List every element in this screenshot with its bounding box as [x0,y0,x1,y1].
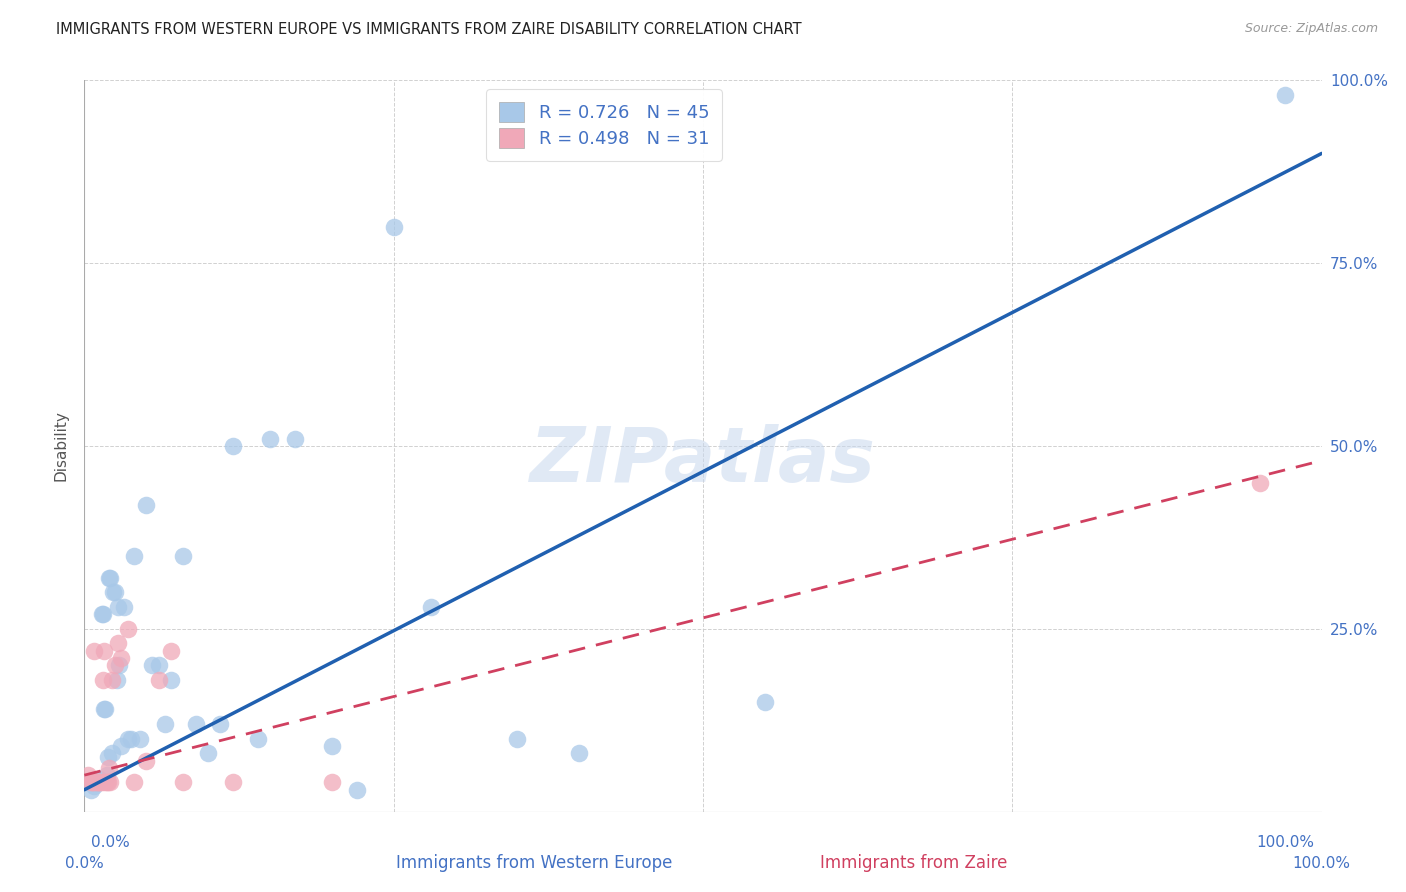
Text: 100.0%: 100.0% [1257,836,1315,850]
Legend: R = 0.726   N = 45, R = 0.498   N = 31: R = 0.726 N = 45, R = 0.498 N = 31 [486,89,721,161]
Point [153,717,176,731]
Text: ZIPatlas: ZIPatlas [530,424,876,498]
Text: Source: ZipAtlas.com: Source: ZipAtlas.com [1244,22,1378,36]
Point [90,607,112,622]
Point [86,775,108,789]
Point [160,644,183,658]
Point [89,772,111,786]
Point [209,717,232,731]
Point [148,673,170,687]
Point [172,549,194,563]
Point [97,775,120,789]
Point [122,775,145,789]
Point [96,775,118,789]
Point [568,746,591,760]
Point [87,775,110,789]
Point [100,673,122,687]
Point [82,775,104,789]
Point [89,775,111,789]
Text: Immigrants from Zaire: Immigrants from Zaire [820,855,1008,872]
Point [110,651,132,665]
Point [321,739,343,753]
Point [94,775,117,789]
Y-axis label: Disability: Disability [53,410,69,482]
Point [172,775,194,789]
Point [222,775,245,789]
Point [91,673,114,687]
Text: 100.0%: 100.0% [1292,855,1351,871]
Point [135,754,157,768]
Point [1249,475,1271,490]
Point [321,775,343,789]
Point [259,432,281,446]
Point [184,717,207,731]
Point [105,673,128,687]
Point [382,219,405,234]
Point [98,571,121,585]
Point [101,585,124,599]
Text: Immigrants from Western Europe: Immigrants from Western Europe [396,855,672,872]
Point [104,585,127,599]
Point [80,775,103,789]
Point [97,749,120,764]
Point [107,599,129,614]
Point [117,731,139,746]
Point [135,498,157,512]
Point [346,782,368,797]
Point [108,658,131,673]
Point [79,782,101,797]
Point [112,599,135,614]
Point [83,644,105,658]
Point [100,746,122,760]
Point [93,702,115,716]
Point [160,673,183,687]
Point [197,746,219,760]
Point [122,549,145,563]
Point [96,768,118,782]
Point [120,731,142,746]
Point [107,636,129,650]
Point [94,702,117,716]
Point [91,607,114,622]
Text: 0.0%: 0.0% [65,855,104,871]
Point [98,571,121,585]
Point [86,775,108,789]
Point [419,599,441,614]
Point [98,775,121,789]
Point [284,432,307,446]
Point [77,768,100,782]
Point [129,731,152,746]
Point [246,731,269,746]
Point [89,775,111,789]
Point [141,658,163,673]
Point [90,775,112,789]
Point [506,731,529,746]
Text: 0.0%: 0.0% [91,836,131,850]
Point [148,658,170,673]
Point [83,779,105,793]
Point [104,658,127,673]
Point [754,695,776,709]
Point [84,775,107,789]
Point [93,644,115,658]
Point [110,739,132,753]
Point [1274,87,1296,102]
Point [79,775,101,789]
Point [222,439,245,453]
Point [117,622,139,636]
Point [98,761,121,775]
Text: IMMIGRANTS FROM WESTERN EUROPE VS IMMIGRANTS FROM ZAIRE DISABILITY CORRELATION C: IMMIGRANTS FROM WESTERN EUROPE VS IMMIGR… [56,22,801,37]
